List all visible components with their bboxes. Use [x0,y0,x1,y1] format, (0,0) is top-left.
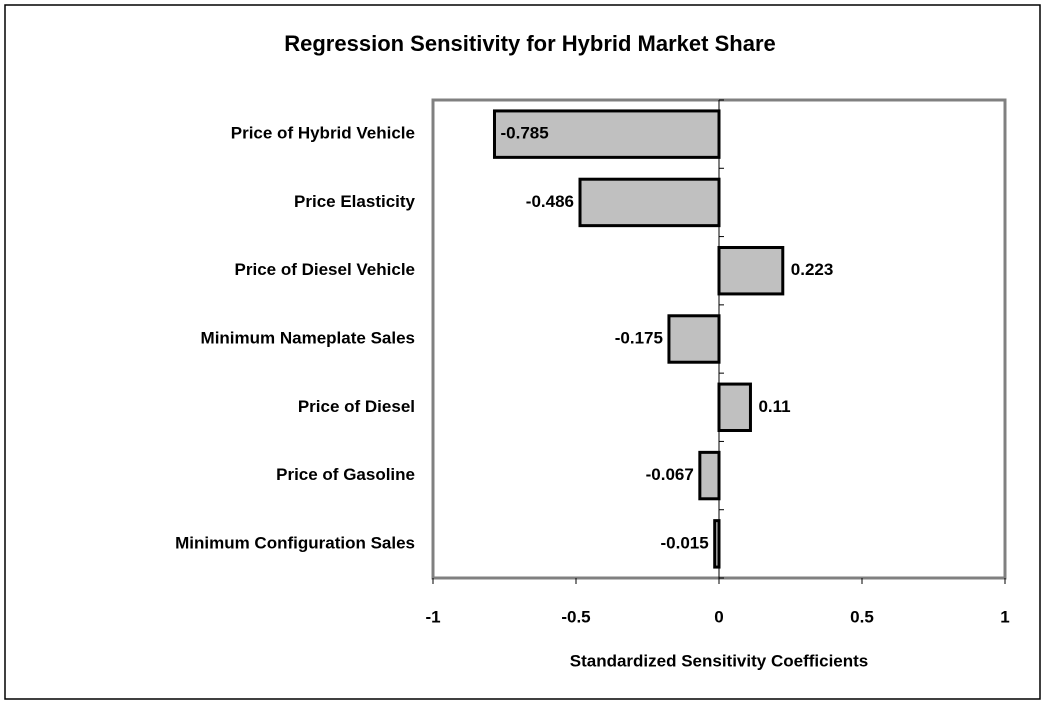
bar [492,109,721,159]
x-tick-label: -1 [425,607,440,626]
data-label: 0.223 [791,260,834,279]
y-tick-label: Price of Diesel [298,397,415,416]
y-tick-label: Minimum Nameplate Sales [201,328,415,347]
bar [698,450,721,501]
bar [717,382,752,433]
data-label: -0.067 [646,465,694,484]
bar [713,519,721,569]
data-label: -0.175 [615,328,663,347]
bar [667,314,721,364]
data-label: 0.11 [758,397,790,416]
y-tick-label: Minimum Configuration Sales [175,533,415,552]
y-tick-label: Price of Gasoline [276,465,415,484]
x-tick-label: 1 [1000,607,1009,626]
chart-title: Regression Sensitivity for Hybrid Market… [284,31,776,56]
x-tick-label: -0.5 [561,607,590,626]
data-label: -0.785 [500,124,548,143]
chart-border [4,4,1041,700]
data-label: -0.015 [661,533,709,552]
y-tick-label: Price of Diesel Vehicle [235,260,415,279]
x-axis-title: Standardized Sensitivity Coefficients [570,651,869,670]
bar [717,245,785,296]
x-tick-label: 0.5 [850,607,874,626]
data-label: -0.486 [526,192,574,211]
bar [578,177,721,228]
x-tick-label: 0 [714,607,723,626]
y-tick-label: Price Elasticity [294,192,416,211]
y-tick-label: Price of Hybrid Vehicle [231,124,415,143]
